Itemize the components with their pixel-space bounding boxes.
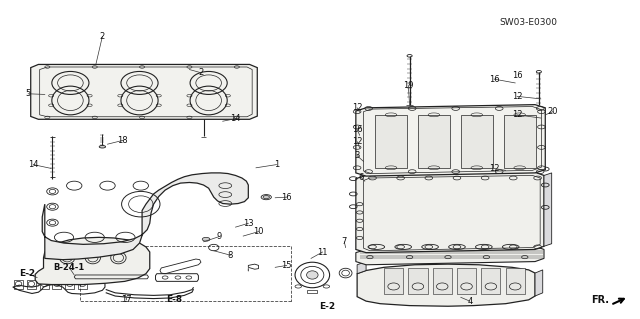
Polygon shape: [356, 172, 544, 253]
Text: 18: 18: [118, 136, 128, 145]
Ellipse shape: [509, 283, 521, 290]
Text: 12: 12: [512, 110, 522, 119]
Polygon shape: [357, 262, 366, 274]
Text: B-24-1: B-24-1: [54, 263, 84, 272]
Polygon shape: [408, 268, 428, 294]
Ellipse shape: [99, 145, 106, 148]
Text: 10: 10: [253, 227, 264, 236]
Text: 12: 12: [489, 164, 499, 173]
Text: 2: 2: [198, 68, 204, 77]
Ellipse shape: [202, 237, 210, 241]
Polygon shape: [418, 115, 450, 168]
Text: 8: 8: [228, 251, 233, 260]
Text: 9: 9: [216, 232, 221, 241]
Text: 12: 12: [352, 103, 362, 112]
Text: 12: 12: [352, 137, 362, 146]
Polygon shape: [384, 268, 403, 294]
Ellipse shape: [461, 283, 472, 290]
Polygon shape: [375, 115, 407, 168]
Text: 11: 11: [317, 248, 328, 256]
Text: 7: 7: [342, 237, 347, 246]
Ellipse shape: [485, 283, 497, 290]
Polygon shape: [356, 105, 545, 176]
Text: 4: 4: [467, 297, 472, 306]
Text: 2: 2: [100, 32, 105, 41]
Text: 16: 16: [352, 125, 362, 134]
Ellipse shape: [263, 196, 269, 199]
Text: E-8: E-8: [166, 295, 182, 304]
Text: 1: 1: [274, 160, 279, 169]
Text: E-2: E-2: [19, 269, 36, 278]
Text: 20: 20: [548, 107, 558, 116]
Polygon shape: [357, 264, 535, 306]
Polygon shape: [504, 115, 536, 168]
Ellipse shape: [436, 283, 448, 290]
Ellipse shape: [412, 283, 424, 290]
Text: 6: 6: [358, 173, 364, 182]
Polygon shape: [42, 173, 248, 260]
Polygon shape: [544, 173, 552, 246]
Text: 14: 14: [28, 160, 38, 169]
Text: 3: 3: [355, 151, 360, 160]
Polygon shape: [433, 268, 452, 294]
Bar: [80, 246, 291, 301]
Text: 14: 14: [230, 114, 241, 123]
Text: 16: 16: [489, 75, 499, 84]
Text: 5: 5: [26, 89, 31, 98]
Text: FR.: FR.: [591, 295, 609, 305]
Polygon shape: [31, 64, 257, 119]
Text: 16: 16: [512, 71, 522, 80]
Polygon shape: [457, 268, 476, 294]
Text: 19: 19: [403, 81, 413, 90]
Polygon shape: [356, 246, 544, 265]
Text: 15: 15: [282, 261, 292, 270]
Polygon shape: [506, 268, 525, 294]
Text: E-2: E-2: [319, 302, 336, 311]
Polygon shape: [481, 268, 500, 294]
Text: 17: 17: [122, 295, 132, 304]
Polygon shape: [535, 270, 543, 296]
Polygon shape: [35, 237, 150, 285]
Text: 12: 12: [512, 92, 522, 101]
Ellipse shape: [388, 283, 399, 290]
Text: SW03-E0300: SW03-E0300: [499, 19, 557, 27]
Ellipse shape: [307, 271, 318, 279]
Text: 13: 13: [243, 219, 253, 228]
Text: 16: 16: [282, 193, 292, 202]
Polygon shape: [461, 115, 493, 168]
